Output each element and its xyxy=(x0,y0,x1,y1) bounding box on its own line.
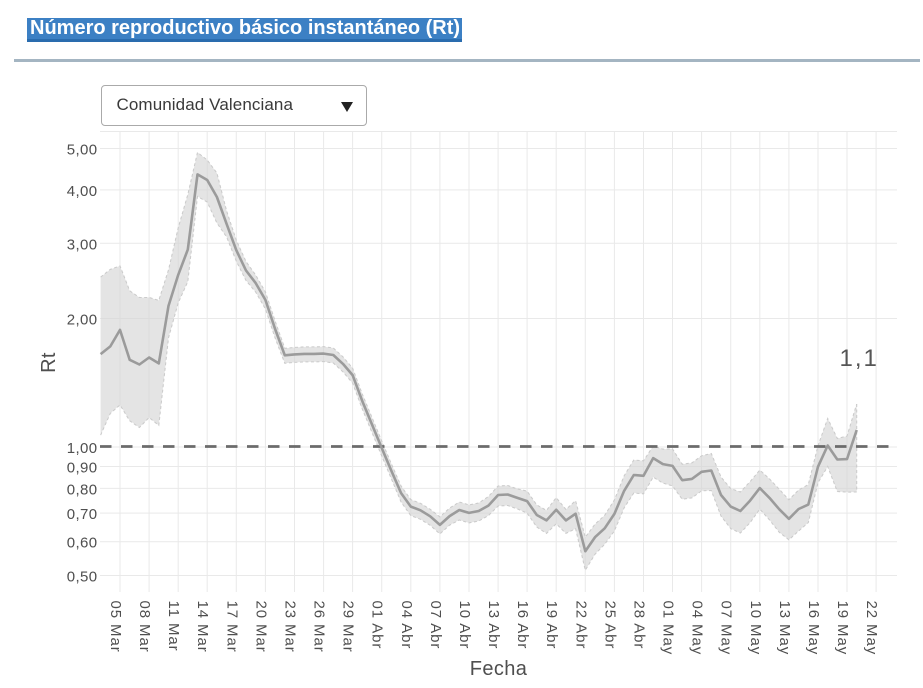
svg-text:5,00: 5,00 xyxy=(67,142,98,159)
svg-text:26 Mar: 26 Mar xyxy=(311,601,328,653)
svg-text:20 Mar: 20 Mar xyxy=(252,601,269,653)
svg-text:16 Abr: 16 Abr xyxy=(514,601,531,650)
svg-text:17 Mar: 17 Mar xyxy=(223,601,240,653)
svg-text:0,90: 0,90 xyxy=(67,460,98,477)
svg-text:04 May: 04 May xyxy=(689,601,706,656)
svg-text:3,00: 3,00 xyxy=(67,236,98,253)
svg-text:Fecha: Fecha xyxy=(470,658,528,680)
svg-text:23 Mar: 23 Mar xyxy=(282,601,299,653)
svg-text:01 May: 01 May xyxy=(660,601,677,656)
svg-text:0,50: 0,50 xyxy=(67,569,98,586)
svg-text:22 Abr: 22 Abr xyxy=(572,601,589,650)
svg-text:1,1: 1,1 xyxy=(840,345,879,372)
svg-text:25 Abr: 25 Abr xyxy=(601,601,618,650)
svg-text:14 Mar: 14 Mar xyxy=(194,601,211,653)
svg-text:0,70: 0,70 xyxy=(67,506,98,523)
svg-text:28 Abr: 28 Abr xyxy=(631,601,648,650)
svg-text:19 Abr: 19 Abr xyxy=(543,601,560,650)
svg-text:22 May: 22 May xyxy=(863,601,880,656)
svg-text:07 May: 07 May xyxy=(718,601,735,656)
svg-text:07 Abr: 07 Abr xyxy=(427,601,444,650)
svg-text:Rt: Rt xyxy=(38,352,60,373)
svg-text:05 Mar: 05 Mar xyxy=(107,601,124,653)
svg-text:0,80: 0,80 xyxy=(67,481,98,498)
svg-text:13 Abr: 13 Abr xyxy=(485,601,502,650)
svg-text:11 Mar: 11 Mar xyxy=(165,601,182,652)
svg-text:01 Abr: 01 Abr xyxy=(369,601,386,650)
svg-text:10 Abr: 10 Abr xyxy=(456,601,473,650)
svg-text:08 Mar: 08 Mar xyxy=(136,601,153,653)
svg-text:16 May: 16 May xyxy=(805,601,822,656)
svg-text:10 May: 10 May xyxy=(747,601,764,656)
svg-text:4,00: 4,00 xyxy=(67,183,98,200)
svg-text:19 May: 19 May xyxy=(834,601,851,656)
svg-text:29 Mar: 29 Mar xyxy=(340,601,357,653)
svg-text:1,00: 1,00 xyxy=(67,440,98,457)
svg-text:04 Abr: 04 Abr xyxy=(398,601,415,650)
svg-text:13 May: 13 May xyxy=(776,601,793,656)
svg-text:2,00: 2,00 xyxy=(67,312,98,329)
svg-text:0,60: 0,60 xyxy=(67,535,98,552)
